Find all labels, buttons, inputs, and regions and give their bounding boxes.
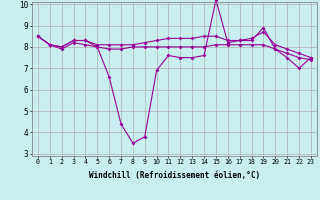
X-axis label: Windchill (Refroidissement éolien,°C): Windchill (Refroidissement éolien,°C)	[89, 171, 260, 180]
